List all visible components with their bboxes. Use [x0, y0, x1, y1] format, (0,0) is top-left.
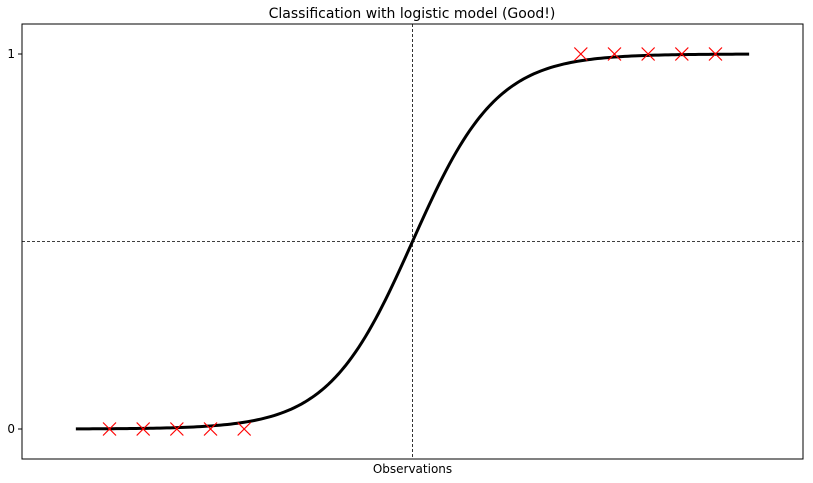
- x-axis-label: Observations: [373, 462, 452, 476]
- observation-points: [102, 47, 723, 436]
- observation-point: [607, 47, 622, 61]
- observation-point: [136, 422, 151, 436]
- logistic-curve: [75, 52, 750, 431]
- observation-point: [674, 47, 689, 61]
- observation-point: [573, 47, 588, 61]
- observation-point: [237, 422, 252, 436]
- y-axis-ticks: 01: [7, 47, 22, 436]
- observation-point: [203, 422, 218, 436]
- observation-point: [169, 422, 184, 436]
- observation-point: [708, 47, 723, 61]
- y-tick-label: 0: [7, 422, 15, 436]
- observation-point: [102, 422, 117, 436]
- observation-point: [641, 47, 656, 61]
- chart-title: Classification with logistic model (Good…: [269, 6, 556, 22]
- y-tick-label: 1: [7, 47, 15, 61]
- logistic-curve-layer: [75, 52, 750, 431]
